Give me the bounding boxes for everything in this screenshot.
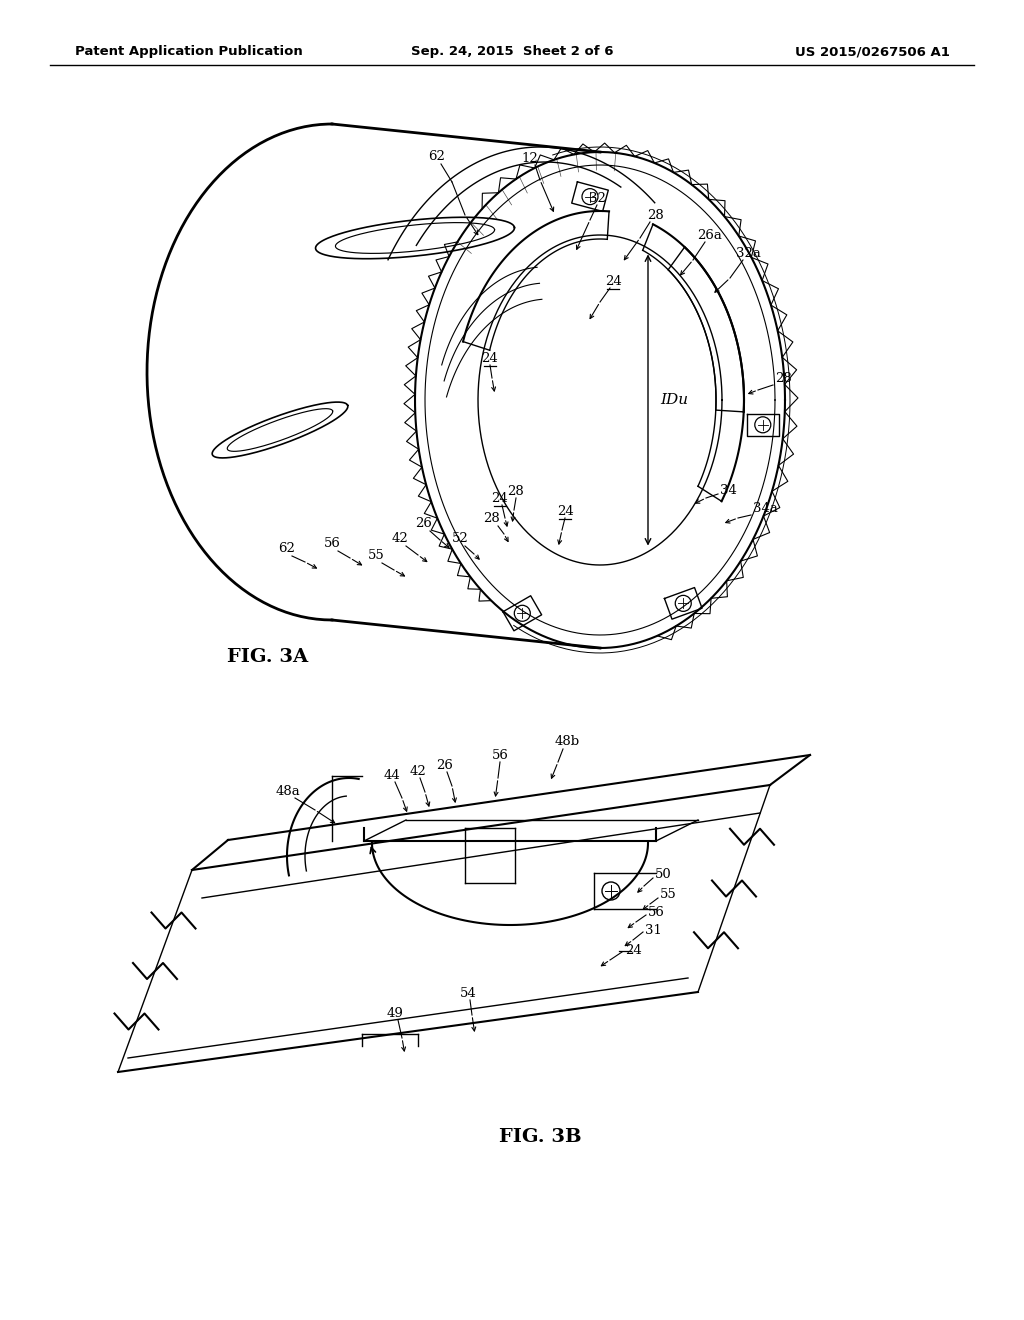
Text: 31: 31: [645, 924, 662, 936]
Text: 62: 62: [279, 543, 296, 554]
Text: 28: 28: [775, 371, 792, 384]
Text: 26: 26: [436, 759, 454, 772]
Text: 28: 28: [646, 209, 664, 222]
Text: 32: 32: [589, 191, 605, 205]
Text: 26: 26: [416, 517, 432, 531]
Text: 24: 24: [492, 492, 508, 506]
Text: 50: 50: [655, 869, 672, 882]
Text: 56: 56: [648, 906, 665, 919]
Text: 44: 44: [384, 770, 400, 781]
Text: 52: 52: [452, 532, 468, 545]
Text: 24: 24: [557, 506, 573, 517]
Text: FIG. 3A: FIG. 3A: [227, 648, 308, 667]
Text: 24: 24: [604, 275, 622, 288]
Text: 34a: 34a: [753, 502, 778, 515]
Text: 26a: 26a: [697, 228, 723, 242]
Text: 34: 34: [720, 483, 737, 496]
Text: Patent Application Publication: Patent Application Publication: [75, 45, 303, 58]
Text: 48a: 48a: [275, 785, 300, 799]
Text: 54: 54: [460, 987, 476, 1001]
Text: 42: 42: [410, 766, 426, 777]
Text: 62: 62: [429, 150, 445, 162]
Text: 24: 24: [481, 352, 499, 366]
Text: 56: 56: [324, 537, 340, 550]
Text: US 2015/0267506 A1: US 2015/0267506 A1: [795, 45, 950, 58]
Text: 28: 28: [483, 512, 501, 525]
Text: 48b: 48b: [554, 735, 580, 748]
Text: 24: 24: [625, 944, 642, 957]
Text: 49: 49: [387, 1007, 403, 1020]
Text: 42: 42: [391, 532, 409, 545]
Text: Sep. 24, 2015  Sheet 2 of 6: Sep. 24, 2015 Sheet 2 of 6: [411, 45, 613, 58]
Text: FIG. 3B: FIG. 3B: [499, 1129, 582, 1146]
Text: 28: 28: [508, 484, 524, 498]
Text: 55: 55: [660, 888, 677, 902]
Text: IDu: IDu: [660, 393, 688, 407]
Text: 55: 55: [368, 549, 384, 562]
Text: 12: 12: [521, 152, 539, 165]
Text: 32a: 32a: [735, 247, 761, 260]
Text: 56: 56: [492, 748, 509, 762]
